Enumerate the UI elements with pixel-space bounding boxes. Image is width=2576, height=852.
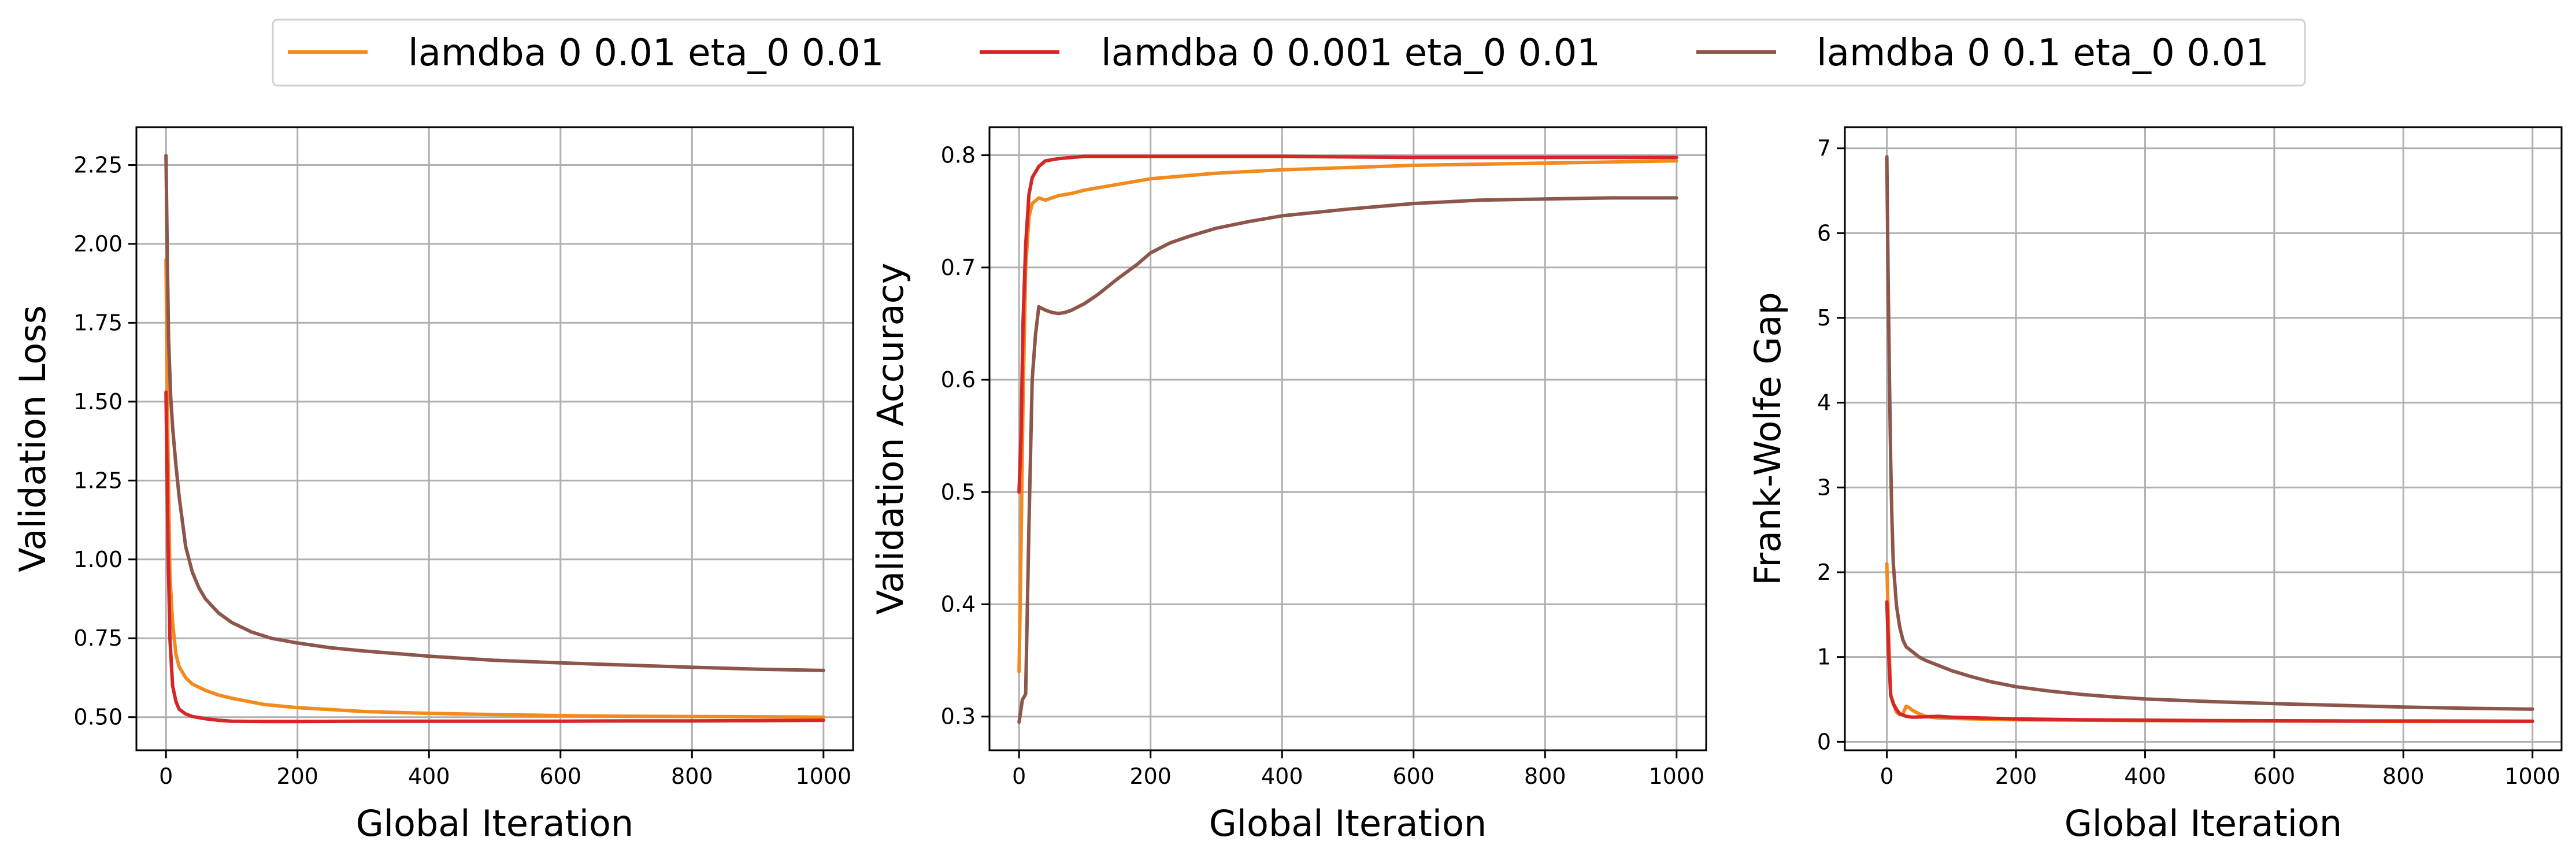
gap-series-line-1 xyxy=(1885,562,2534,724)
gap-axes-frame xyxy=(1844,126,2563,751)
gap-xtick-label-0: 0 xyxy=(1880,764,1894,789)
accuracy-ytick-label-1: 0.4 xyxy=(941,591,976,617)
loss-xtick-label-2: 400 xyxy=(408,764,450,789)
loss-ytick-label-5: 1.75 xyxy=(73,310,123,335)
legend-entry-1: lamdba 0 0.01 eta_0 0.01 xyxy=(288,32,884,75)
accuracy-xtick-label-0: 0 xyxy=(1012,764,1026,789)
accuracy-ytick-label-5: 0.8 xyxy=(941,143,976,168)
loss-xtick-label-5: 1000 xyxy=(795,764,851,789)
loss-ylabel: Validation Loss xyxy=(12,305,54,572)
gap-ytick-label-0: 0 xyxy=(1817,729,1831,754)
loss-axes-frame xyxy=(135,126,854,751)
gap-xlabel: Global Iteration xyxy=(2064,802,2342,844)
legend-label-3: lamdba 0 0.1 eta_0 0.01 xyxy=(1817,32,2269,75)
loss-panel: 0 200 400 600 800 1000 0.50 0.75 1.00 1.25 1.50 1.7… xyxy=(12,126,854,844)
accuracy-panel: 0 200 400 600 800 1000 0.3 0.4 0.5 0.6 0.7 0.8 Globa… xyxy=(869,126,1707,844)
gap-series-line-3 xyxy=(1885,155,2534,711)
accuracy-xtick-label-1: 200 xyxy=(1129,764,1172,789)
gap-xtick-label-4: 800 xyxy=(2382,764,2425,789)
loss-ytick-label-1: 0.75 xyxy=(73,625,123,651)
loss-series-line-2 xyxy=(164,390,825,724)
accuracy-ytick-label-3: 0.6 xyxy=(941,367,976,392)
gap-xtick-label-5: 1000 xyxy=(2504,764,2560,789)
accuracy-ytick-label-2: 0.5 xyxy=(941,479,976,505)
loss-ytick-label-3: 1.25 xyxy=(73,468,123,493)
loss-ytick-label-0: 0.50 xyxy=(73,705,123,730)
gap-xtick-label-3: 600 xyxy=(2253,764,2296,789)
accuracy-ytick-label-0: 0.3 xyxy=(941,704,976,729)
loss-xtick-label-4: 800 xyxy=(671,764,713,789)
loss-xtick-label-1: 200 xyxy=(276,764,318,789)
legend-label-1: lamdba 0 0.01 eta_0 0.01 xyxy=(408,32,884,75)
legend-entry-3: lamdba 0 0.1 eta_0 0.01 xyxy=(1696,32,2269,75)
loss-series-line-1 xyxy=(164,258,825,719)
gap-ytick-label-2: 2 xyxy=(1817,560,1831,585)
loss-xtick-label-3: 600 xyxy=(539,764,581,789)
loss-xlabel: Global Iteration xyxy=(356,802,633,844)
legend-entry-2: lamdba 0 0.001 eta_0 0.01 xyxy=(980,32,1600,75)
accuracy-series-line-2 xyxy=(1017,154,1678,494)
gap-panel: 0 200 400 600 800 1000 0 1 2 3 4 5 6 7 Global Iteratio… xyxy=(1747,126,2563,844)
legend-box xyxy=(272,18,2306,87)
legend-label-2: lamdba 0 0.001 eta_0 0.01 xyxy=(1101,32,1600,75)
gap-series-group xyxy=(1885,155,2534,724)
accuracy-xtick-label-2: 400 xyxy=(1261,764,1303,789)
accuracy-xtick-label-3: 600 xyxy=(1392,764,1435,789)
accuracy-series-line-1 xyxy=(1017,159,1678,673)
gap-series-line-2 xyxy=(1885,600,2534,723)
accuracy-xtick-label-4: 800 xyxy=(1524,764,1566,789)
gap-xtick-label-2: 400 xyxy=(2124,764,2166,789)
gap-xtick-label-1: 200 xyxy=(1995,764,2037,789)
gap-ytick-label-1: 1 xyxy=(1817,644,1831,670)
loss-xtick-label-0: 0 xyxy=(159,764,173,789)
gap-ytick-label-6: 6 xyxy=(1817,220,1831,246)
accuracy-ytick-label-4: 0.7 xyxy=(941,255,976,280)
loss-ytick-label-7: 2.25 xyxy=(73,152,123,177)
gap-ytick-label-4: 4 xyxy=(1817,390,1831,416)
accuracy-ylabel: Validation Accuracy xyxy=(869,263,911,615)
accuracy-series-group xyxy=(1017,154,1678,724)
loss-ytick-label-2: 1.00 xyxy=(73,547,123,572)
gap-ylabel: Frank-Wolfe Gap xyxy=(1747,292,1789,586)
loss-series-group xyxy=(164,154,825,724)
gap-ytick-label-7: 7 xyxy=(1817,136,1831,161)
gap-ytick-label-5: 5 xyxy=(1817,305,1831,331)
loss-series-line-3 xyxy=(164,154,825,672)
accuracy-xlabel: Global Iteration xyxy=(1209,802,1487,844)
accuracy-xtick-label-5: 1000 xyxy=(1648,764,1704,789)
legend: lamdba 0 0.01 eta_0 0.01 lamdba 0 0.001 … xyxy=(272,18,2306,87)
loss-ytick-label-4: 1.50 xyxy=(73,389,123,414)
gap-ytick-label-3: 3 xyxy=(1817,475,1831,500)
accuracy-axes-frame xyxy=(988,126,1707,751)
loss-ytick-label-6: 2.00 xyxy=(73,231,123,257)
accuracy-series-line-3 xyxy=(1017,196,1678,724)
